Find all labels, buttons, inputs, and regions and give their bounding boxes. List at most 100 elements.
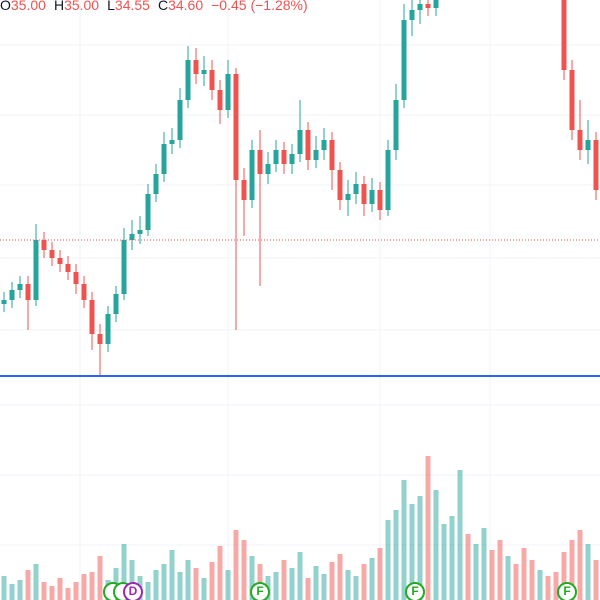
volume-bar — [457, 470, 463, 600]
volume-bar — [417, 496, 423, 600]
candle-body — [121, 240, 127, 294]
candle-body — [241, 180, 247, 200]
volume-bar — [569, 540, 575, 600]
candle-body — [329, 140, 335, 170]
volume-bar — [81, 574, 87, 600]
volume-bar — [161, 564, 167, 600]
volume-bar — [41, 582, 47, 600]
candle-body — [185, 60, 191, 100]
volume-bar — [73, 582, 79, 600]
event-marker[interactable] — [123, 582, 143, 600]
volume-bar — [217, 546, 223, 600]
volume-bar — [329, 562, 335, 600]
candle-body — [145, 194, 151, 230]
volume-bar — [65, 588, 71, 600]
volume-bar — [313, 566, 319, 600]
candle-body — [89, 300, 95, 334]
candle-body — [129, 234, 135, 240]
close-label: C — [158, 0, 168, 13]
candle-body — [137, 230, 143, 234]
candle-body — [265, 164, 271, 174]
candle-body — [193, 60, 199, 74]
volume-bar — [513, 564, 519, 600]
candle-body — [337, 170, 343, 200]
event-label: F — [256, 584, 263, 598]
candle-body — [561, 0, 567, 70]
volume-bar — [353, 576, 359, 600]
candle-body — [25, 284, 31, 300]
legend: O35.00 H35.00 L34.55 C34.60 −0.45 (−1.28%) — [0, 0, 308, 13]
candle-body — [273, 150, 279, 164]
volume-bar — [369, 558, 375, 600]
candle-body — [377, 190, 383, 210]
close-value: 34.60 — [168, 0, 203, 13]
volume-bar — [401, 480, 407, 600]
volume-bar — [17, 580, 23, 600]
candle-body — [1, 300, 7, 304]
candle-body — [73, 272, 79, 284]
price-pane — [0, 0, 600, 376]
event-label: F — [563, 584, 570, 598]
volume-bar — [121, 544, 127, 600]
candle-body — [209, 70, 215, 90]
volume-bar — [377, 548, 383, 600]
volume-bar — [177, 572, 183, 600]
volume-bar — [289, 568, 295, 600]
volume-bar — [49, 586, 55, 600]
candle-body — [153, 174, 159, 194]
event-marker[interactable] — [557, 582, 577, 600]
volume-bar — [449, 516, 455, 600]
volume-bar — [409, 504, 415, 600]
volume-bar — [441, 524, 447, 600]
low-label: L — [107, 0, 115, 13]
volume-bar — [193, 568, 199, 600]
candle-body — [225, 74, 231, 110]
candle-body — [177, 100, 183, 140]
candle-body — [65, 264, 71, 272]
volume-bar — [393, 510, 399, 600]
volume-bar — [281, 560, 287, 600]
volume-bar — [465, 534, 471, 600]
volume-bar — [33, 564, 39, 600]
volume-bar — [297, 552, 303, 600]
candle-body — [217, 90, 223, 110]
volume-bar — [209, 562, 215, 600]
candle-body — [297, 130, 303, 154]
volume-bar — [97, 556, 103, 600]
event-marker[interactable] — [250, 582, 270, 600]
volume-bar — [249, 556, 255, 600]
volume-bar — [489, 550, 495, 600]
volume-bar — [305, 578, 311, 600]
volume-bar — [545, 576, 551, 600]
volume-bar — [345, 570, 351, 600]
high-value: 35.00 — [64, 0, 99, 13]
candle-body — [233, 74, 239, 180]
candle-body — [313, 150, 319, 160]
candle-body — [33, 240, 39, 300]
candle-body — [41, 240, 47, 250]
volume-bar — [337, 554, 343, 600]
candle-body — [433, 0, 439, 8]
candle-body — [577, 130, 583, 150]
volume-bar — [201, 578, 207, 600]
volume-bar — [185, 560, 191, 600]
volume-bar — [521, 548, 527, 600]
candle-body — [169, 140, 175, 144]
candle-body — [361, 184, 367, 204]
high-label: H — [54, 0, 64, 13]
volume-bar — [169, 550, 175, 600]
event-marker[interactable] — [405, 582, 425, 600]
volume-bar — [473, 544, 479, 600]
volume-bar — [497, 540, 503, 600]
candle-body — [593, 140, 599, 190]
volume-bar — [89, 572, 95, 600]
candle-body — [57, 258, 63, 264]
volume-pane — [1, 456, 599, 600]
volume-bar — [585, 544, 591, 600]
event-label: F — [411, 584, 418, 598]
open-value: 35.00 — [11, 0, 46, 13]
candle-body — [305, 130, 311, 160]
candle-body — [105, 314, 111, 344]
volume-bar — [425, 456, 431, 600]
